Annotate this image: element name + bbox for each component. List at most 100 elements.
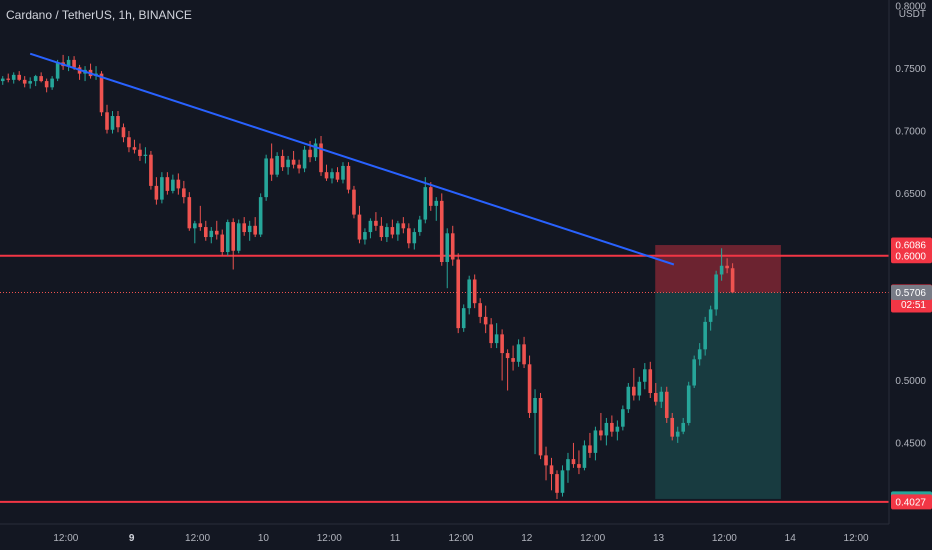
candle-body xyxy=(593,430,598,453)
candle-body xyxy=(11,74,16,80)
candle-body xyxy=(621,409,625,427)
candle-body xyxy=(615,426,620,432)
candle-body xyxy=(368,220,373,233)
y-tick-label: 0.4500 xyxy=(895,438,926,449)
candle-body xyxy=(390,227,395,235)
currency-label[interactable]: USDT xyxy=(899,9,926,20)
candle-body xyxy=(214,230,219,235)
x-axis-labels: 12:00 9 12:00 10 12:00 11 12:00 12 12:00 13 12:00 1… xyxy=(53,533,869,544)
candle-body xyxy=(522,344,526,365)
candle-body xyxy=(439,200,444,262)
candle-body xyxy=(708,309,713,322)
candle-body xyxy=(385,227,389,238)
candle-body xyxy=(127,137,131,148)
candles xyxy=(0,54,735,500)
candle-body xyxy=(653,393,658,402)
candle-body xyxy=(610,422,614,432)
x-tick-label: 14 xyxy=(785,533,797,544)
candle-body xyxy=(193,223,197,229)
candle-body xyxy=(116,116,120,128)
candle-body xyxy=(138,149,142,156)
candle-body xyxy=(286,159,290,168)
candle-body xyxy=(66,59,71,67)
y-tick-label: 0.6500 xyxy=(895,189,926,200)
candle-body xyxy=(324,172,329,179)
x-tick-label: 11 xyxy=(390,533,401,544)
candle-body xyxy=(566,459,570,471)
y-tick-label: 0.5000 xyxy=(895,376,926,387)
x-tick-label: 12 xyxy=(521,533,533,544)
trendline-layer xyxy=(29,52,675,266)
candle-body xyxy=(198,223,203,228)
candle-body xyxy=(571,459,576,465)
candle-body xyxy=(341,165,345,180)
candle-body xyxy=(72,59,76,68)
candle-body xyxy=(346,165,351,190)
candle-body xyxy=(160,177,164,200)
price-tag xyxy=(891,494,932,510)
candle-body xyxy=(231,222,236,251)
candle-body xyxy=(423,187,428,220)
candle-body xyxy=(511,358,515,362)
candle-body xyxy=(269,158,274,175)
candle-body xyxy=(253,225,257,235)
x-tick-label: 12:00 xyxy=(53,533,78,544)
trendline[interactable] xyxy=(29,52,675,266)
candle-body xyxy=(467,279,471,309)
candle-body xyxy=(418,219,422,233)
candle-body xyxy=(352,189,356,215)
candle-body xyxy=(50,78,54,88)
candle-body xyxy=(560,470,565,493)
candle-body xyxy=(121,127,126,138)
candle-body xyxy=(686,385,691,423)
position-zones xyxy=(655,245,781,499)
take-profit-zone[interactable] xyxy=(655,292,781,499)
candle-body xyxy=(154,185,159,200)
candle-body xyxy=(379,225,384,238)
price-tag-label: 0.4027 xyxy=(895,497,926,508)
price-tag-label: 0.6000 xyxy=(895,251,926,262)
candle-body xyxy=(692,359,696,386)
candle-body xyxy=(401,223,406,229)
x-tick-label: 9 xyxy=(129,533,135,544)
candle-body xyxy=(604,422,609,436)
candle-body xyxy=(670,417,675,437)
candle-body xyxy=(280,155,285,168)
candle-body xyxy=(505,353,510,359)
candle-body xyxy=(582,445,587,468)
candle-body xyxy=(6,78,11,80)
candle-body xyxy=(149,154,153,186)
candle-body xyxy=(725,265,729,269)
candle-body xyxy=(105,112,109,130)
x-tick-label: 12:00 xyxy=(317,533,342,544)
candle-body xyxy=(165,177,170,191)
candle-body xyxy=(225,222,230,253)
candle-body xyxy=(44,81,49,88)
stop-loss-zone[interactable] xyxy=(655,245,781,293)
candle-body xyxy=(697,349,702,360)
y-axis-labels: 0.8000 0.7500 0.7000 0.6500 0.5000 0.4500 USDT xyxy=(895,2,926,450)
candle-body xyxy=(445,233,450,262)
candle-body xyxy=(17,74,22,80)
price-tag-label: 0.6086 xyxy=(895,241,926,252)
candle-body xyxy=(258,197,263,235)
candle-body xyxy=(703,321,707,350)
candle-body xyxy=(110,116,115,130)
candle-body xyxy=(516,344,521,362)
candle-body xyxy=(236,223,241,251)
candle-body xyxy=(176,179,181,189)
candle-body xyxy=(461,308,466,329)
candle-body xyxy=(500,334,504,354)
price-tag-label: 0.5706 xyxy=(895,288,926,299)
candle-body xyxy=(412,232,417,244)
candle-body xyxy=(313,143,318,158)
candle-body xyxy=(472,279,477,304)
candle-body xyxy=(450,233,455,260)
candle-body xyxy=(99,73,104,113)
x-tick-label: 12:00 xyxy=(185,533,210,544)
candle-body xyxy=(478,303,482,317)
candle-body xyxy=(544,455,548,466)
candle-body xyxy=(22,79,27,84)
candle-body xyxy=(0,78,5,82)
